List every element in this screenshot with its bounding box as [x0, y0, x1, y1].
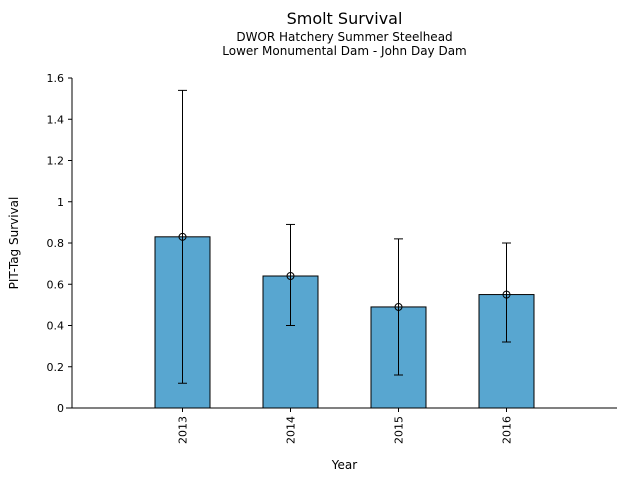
x-tick-label-2014: 2014 — [285, 416, 298, 444]
y-tick-label-0.6: 0.6 — [47, 278, 65, 291]
y-tick-label-1.6: 1.6 — [47, 72, 65, 85]
point-marker-2015 — [394, 302, 403, 311]
y-tick-label-1.2: 1.2 — [47, 155, 65, 168]
x-tick-label-2016: 2016 — [501, 416, 514, 444]
y-tick-label-1.4: 1.4 — [47, 113, 65, 126]
title-block: Smolt Survival DWOR Hatchery Summer Stee… — [72, 9, 617, 59]
chart-subtitle-line1: DWOR Hatchery Summer Steelhead — [236, 30, 453, 45]
x-tick-label-2013: 2013 — [177, 416, 190, 444]
x-axis-title: Year — [331, 458, 358, 472]
y-tick-label-0.2: 0.2 — [47, 361, 65, 374]
y-tick-label-0.4: 0.4 — [47, 320, 65, 333]
chart-title: Smolt Survival — [286, 9, 403, 28]
x-tick-label-2015: 2015 — [393, 416, 406, 444]
point-marker-2013 — [178, 232, 187, 241]
point-marker-2014 — [286, 272, 295, 280]
y-tick-label-0: 0 — [57, 402, 64, 415]
y-tick-label-0.8: 0.8 — [47, 237, 65, 250]
y-tick-label-1: 1 — [57, 196, 64, 209]
point-marker-2016 — [502, 290, 511, 299]
chart-subtitle-line2: Lower Monumental Dam - John Day Dam — [222, 44, 467, 59]
